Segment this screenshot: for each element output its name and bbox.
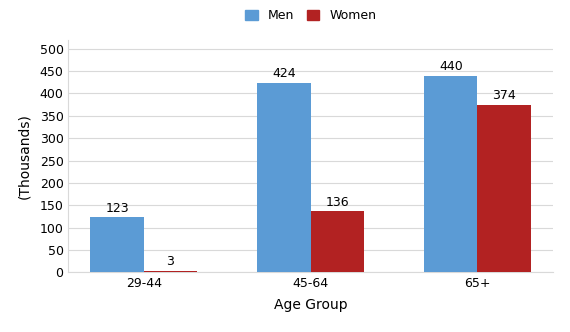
Text: 123: 123 <box>105 202 129 214</box>
Legend: Men, Women: Men, Women <box>240 4 381 27</box>
Text: 374: 374 <box>492 89 516 102</box>
Bar <box>144 271 197 272</box>
Text: 136: 136 <box>325 196 349 209</box>
Y-axis label: (Thousands): (Thousands) <box>17 113 31 199</box>
Bar <box>257 83 311 272</box>
Text: 424: 424 <box>272 67 296 80</box>
X-axis label: Age Group: Age Group <box>274 298 348 312</box>
Text: 3: 3 <box>166 255 174 268</box>
Bar <box>424 76 478 272</box>
Bar <box>91 217 144 272</box>
Text: 440: 440 <box>439 60 463 73</box>
Bar <box>478 105 531 272</box>
Bar <box>311 211 364 272</box>
